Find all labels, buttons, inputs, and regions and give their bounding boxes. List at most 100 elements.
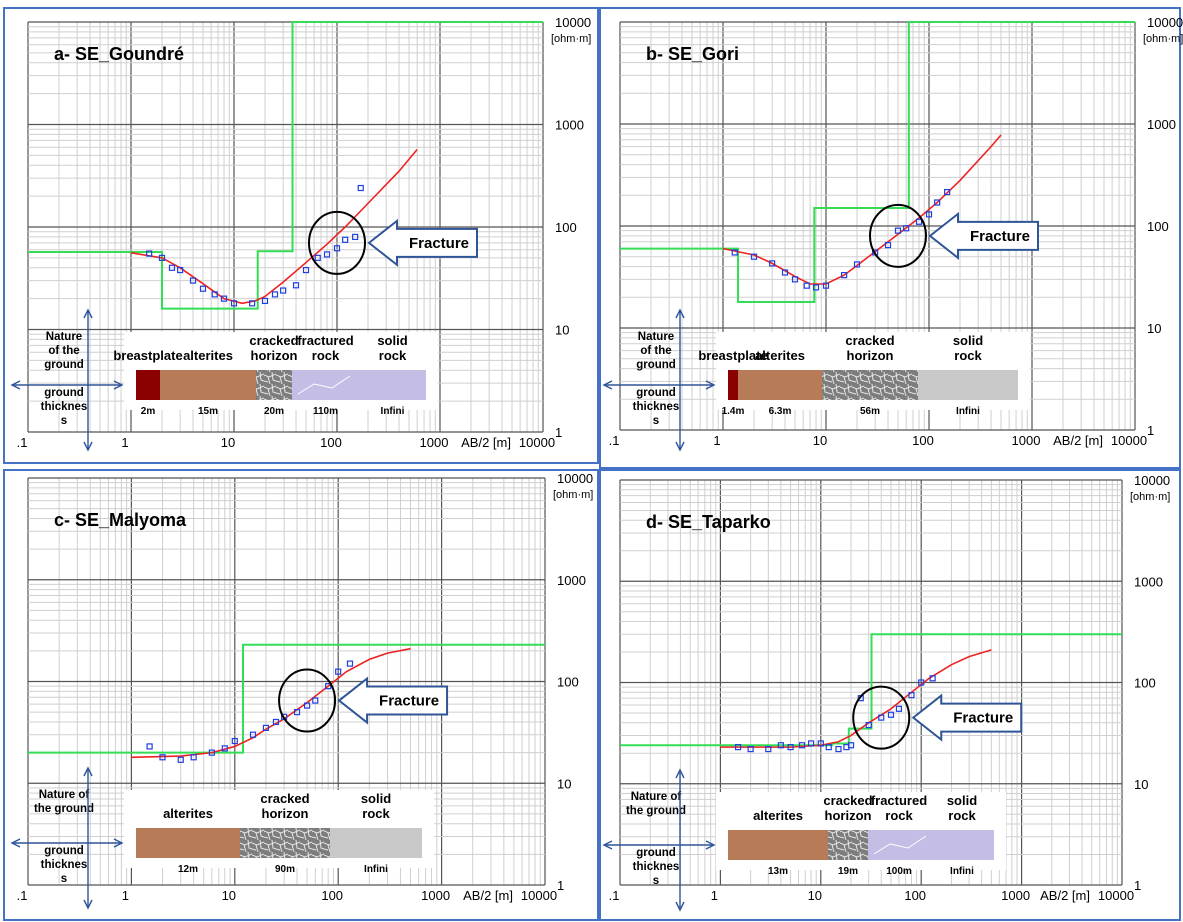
x-tick-label: 100: [320, 435, 342, 450]
layer-name: solid: [953, 333, 983, 348]
measured-point: [292, 282, 300, 289]
y-tick-label: 10: [555, 323, 569, 338]
measured-point: [791, 276, 799, 283]
x-tick-label: .1: [609, 433, 620, 448]
measured-point: [769, 260, 776, 267]
measured-point: [314, 254, 321, 261]
layer-bar: [292, 370, 359, 400]
chart-title: d- SE_Taparko: [646, 512, 771, 532]
layer-name: solid: [361, 791, 391, 806]
panel-border: [599, 469, 1181, 921]
measured-point: [262, 724, 270, 731]
arrow-head: [675, 768, 685, 779]
layer-bar: [359, 370, 426, 400]
y-tick-label: 1000: [555, 118, 584, 133]
measured-point: [765, 745, 772, 753]
measured-point: [303, 702, 311, 709]
layer-bar: [728, 830, 828, 860]
panel-1: .1 1 10 100 1000 10000110100100010000[ohm·m]A…: [3, 7, 599, 464]
thickness-label: s: [653, 875, 659, 887]
nature-label: of the: [48, 345, 79, 357]
measured-point: [189, 277, 197, 284]
x-tick-label: 10: [221, 435, 235, 450]
layer-thickness: 19m: [838, 866, 858, 877]
measured-point: [847, 742, 855, 749]
layer-name: fractured: [297, 333, 353, 348]
measured-point: [208, 749, 215, 756]
layer-bar: [136, 370, 160, 400]
measured-point: [312, 697, 319, 704]
measured-point: [346, 660, 354, 667]
measured-point: [177, 756, 184, 763]
y-tick-label: 100: [1147, 219, 1169, 234]
x-tick-label: 10000: [1111, 433, 1147, 448]
x-tick-label: 1: [122, 888, 129, 903]
x-tick-label: 10000: [521, 888, 557, 903]
layer-thickness: 90m: [275, 864, 295, 875]
layer-thickness: 12m: [178, 864, 198, 875]
measured-point: [798, 742, 806, 749]
layer-name: horizon: [251, 348, 298, 363]
fracture-label: Fracture: [409, 235, 469, 252]
layer-name: rock: [948, 808, 976, 823]
fracture-arrow: [928, 211, 1039, 260]
arrow-head: [705, 840, 716, 850]
fracture-circle: [852, 685, 911, 750]
x-tick-label: .1: [609, 888, 620, 903]
x-tick-label: 1: [711, 888, 718, 903]
arrow-head: [10, 380, 21, 390]
x-tick-label: 10000: [1098, 888, 1134, 903]
layer-thickness: 1.4m: [722, 406, 745, 417]
x-tick-label: 1: [121, 435, 128, 450]
measured-point: [934, 199, 941, 206]
measured-point: [335, 668, 342, 675]
measured-point: [342, 236, 349, 243]
layer-bar: [330, 828, 422, 858]
y-unit-label: [ohm·m]: [551, 33, 591, 45]
fracture-arrow: [367, 218, 478, 267]
measured-point: [918, 679, 925, 686]
measured-point: [177, 266, 184, 274]
measured-point: [146, 743, 153, 750]
layer-name: solid: [947, 793, 977, 808]
layer-bar: [918, 370, 1018, 400]
y-tick-label: 10000: [555, 15, 591, 30]
measured-point: [878, 714, 885, 721]
fracture-label: Fracture: [953, 710, 1013, 727]
measured-point: [944, 188, 951, 196]
measured-point: [190, 754, 197, 761]
thickness-label: thicknes: [633, 401, 680, 413]
measured-point: [230, 300, 238, 307]
chart-title: b- SE_Gori: [646, 44, 739, 64]
measured-point: [750, 253, 758, 260]
nature-label: Nature: [46, 331, 82, 343]
thickness-label: ground: [44, 387, 84, 399]
y-tick-label: 10000: [1147, 15, 1183, 30]
x-tick-label: 100: [912, 433, 934, 448]
thickness-label: s: [653, 415, 659, 427]
measured-point: [231, 737, 238, 745]
measured-point: [781, 269, 789, 276]
y-tick-label: 10: [1147, 321, 1161, 336]
measured-point: [825, 744, 832, 751]
thickness-label: ground: [636, 847, 676, 859]
layer-name: alterites: [753, 808, 803, 823]
measured-point: [812, 284, 820, 291]
y-tick-label: 1: [557, 878, 564, 893]
nature-label: Nature of: [631, 791, 682, 803]
layer-name: cracked: [823, 793, 872, 808]
thickness-label: thicknes: [41, 401, 88, 413]
measured-point: [835, 745, 842, 753]
x-tick-label: 10: [808, 888, 822, 903]
layer-thickness: Infini: [381, 406, 405, 417]
thickness-label: thicknes: [41, 859, 88, 871]
y-unit-label: [ohm·m]: [1130, 491, 1170, 503]
x-tick-label: 1000: [420, 435, 449, 450]
measured-point: [731, 249, 738, 256]
y-unit-label: [ohm·m]: [1143, 33, 1183, 45]
measured-point: [822, 282, 830, 289]
layer-bar: [868, 830, 930, 860]
chart-title: c- SE_Malyoma: [54, 510, 187, 530]
